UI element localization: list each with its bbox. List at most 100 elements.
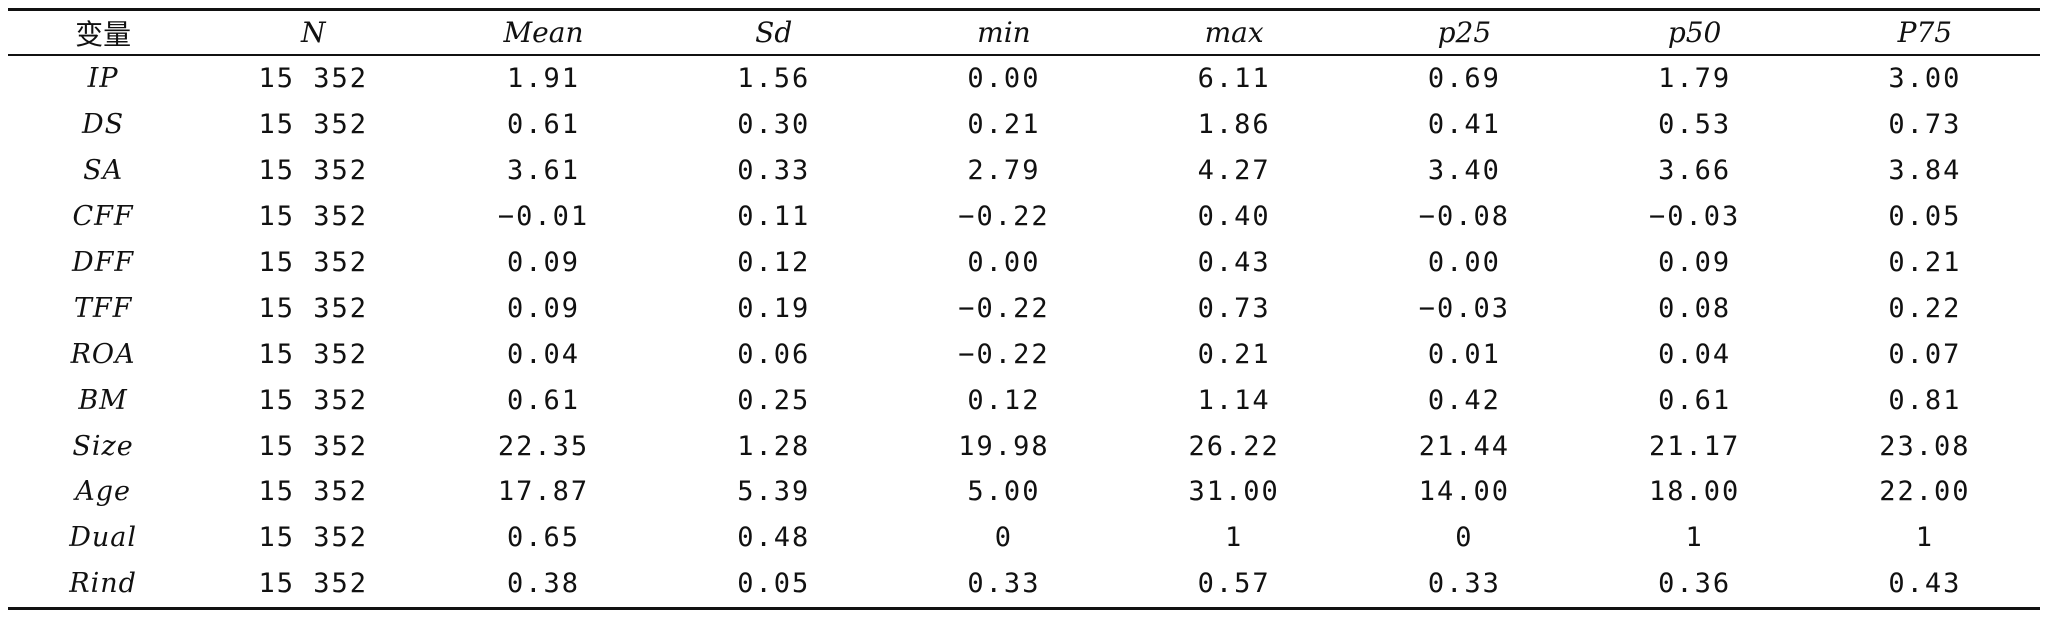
max-cell: 0.43 [1197, 247, 1271, 278]
header-p75: P75 [1897, 16, 1953, 49]
sd-cell: 0.06 [737, 338, 811, 370]
n-cell: 15 352 [258, 63, 369, 95]
p50-cell: 0.08 [1658, 292, 1732, 324]
table-row: TFF 15 352 0.09 0.19 −0.22 0.73 −0.03 0.08 0.22 [8, 285, 2040, 331]
p75-cell: 3.00 [1888, 63, 1962, 95]
table-row: DS 15 352 0.61 0.30 0.21 1.86 0.41 0.53 0.73 [8, 102, 2040, 148]
max-cell: 1 [1225, 522, 1244, 554]
max-cell: 1.14 [1197, 384, 1271, 416]
table-header: 变量 N Mean Sd min max p25 p50 P75 [8, 9, 2040, 55]
table-row: Size 15 352 22.35 1.28 19.98 26.22 21.44 21.17 2… [8, 423, 2040, 469]
header-p25: p25 [1437, 16, 1492, 49]
header-n: N [301, 16, 326, 49]
mean-cell: 0.65 [506, 522, 581, 554]
p75-cell: 0.05 [1888, 201, 1962, 233]
variable-cell: CFF [72, 201, 134, 233]
max-cell: 0.73 [1197, 292, 1271, 324]
p50-cell: 0.09 [1658, 247, 1732, 278]
p75-cell: 0.07 [1888, 338, 1962, 370]
p50-cell: 21.17 [1648, 430, 1741, 462]
p75-cell: 0.22 [1888, 292, 1962, 324]
mean-cell: 0.38 [506, 568, 581, 600]
descriptive-statistics-table-container: 变量 N Mean Sd min max p25 p50 P75 IP 15 35… [8, 8, 2040, 610]
n-cell: 15 352 [258, 338, 369, 370]
sd-cell: 0.19 [737, 292, 811, 324]
min-cell: 0.00 [967, 63, 1041, 95]
table-row: BM 15 352 0.61 0.25 0.12 1.14 0.42 0.61 0.81 [8, 377, 2040, 423]
p25-cell: 0.69 [1427, 63, 1501, 95]
p50-cell: −0.03 [1648, 201, 1741, 233]
header-max: max [1204, 16, 1264, 49]
n-cell: 15 352 [258, 201, 369, 233]
sd-cell: 5.39 [737, 476, 811, 508]
n-cell: 15 352 [258, 522, 369, 554]
p25-cell: 0.00 [1427, 247, 1501, 278]
n-cell: 15 352 [258, 109, 369, 141]
mean-cell: 0.09 [506, 247, 581, 278]
sd-cell: 0.25 [737, 384, 811, 416]
header-mean: Mean [503, 16, 584, 49]
n-cell: 15 352 [258, 292, 369, 324]
p50-cell: 0.53 [1658, 109, 1732, 141]
table-row: Age 15 352 17.87 5.39 5.00 31.00 14.00 18.00 22.… [8, 469, 2040, 515]
variable-cell: Size [72, 430, 134, 462]
p25-cell: −0.03 [1418, 292, 1511, 324]
max-cell: 0.40 [1197, 201, 1271, 233]
variable-cell: Age [75, 476, 131, 508]
variable-cell: BM [78, 384, 128, 416]
variable-cell: SA [83, 155, 124, 187]
mean-cell: 3.61 [506, 155, 581, 187]
sd-cell: 0.11 [737, 201, 811, 233]
min-cell: 0.21 [967, 109, 1041, 141]
n-cell: 15 352 [258, 247, 369, 278]
n-cell: 15 352 [258, 430, 369, 462]
mean-cell: −0.01 [497, 201, 590, 233]
sd-cell: 0.30 [737, 109, 811, 141]
sd-cell: 1.56 [737, 63, 811, 95]
min-cell: −0.22 [958, 292, 1050, 324]
mean-cell: 0.09 [506, 292, 581, 324]
min-cell: 19.98 [958, 430, 1050, 462]
sd-cell: 0.48 [737, 522, 811, 554]
table-body: IP 15 352 1.91 1.56 0.00 6.11 0.69 1.79 3.00 DS 15… [8, 55, 2040, 609]
min-cell: 0.12 [967, 384, 1041, 416]
min-cell: 0 [994, 522, 1014, 554]
p25-cell: 0.33 [1427, 568, 1501, 600]
p50-cell: 0.04 [1658, 338, 1732, 370]
mean-cell: 0.04 [506, 338, 581, 370]
header-variable: 变量 [75, 17, 132, 51]
variable-cell: ROA [70, 338, 136, 370]
variable-cell: Dual [69, 522, 137, 554]
p25-cell: 0.01 [1427, 338, 1501, 370]
mean-cell: 0.61 [506, 109, 581, 141]
header-p50: p50 [1667, 16, 1722, 49]
header-min: min [977, 16, 1031, 49]
descriptive-statistics-table: 变量 N Mean Sd min max p25 p50 P75 IP 15 35… [8, 8, 2040, 610]
table-row: ROA 15 352 0.04 0.06 −0.22 0.21 0.01 0.04 0.07 [8, 331, 2040, 377]
min-cell: 5.00 [967, 476, 1041, 508]
p25-cell: 14.00 [1418, 476, 1511, 508]
max-cell: 26.22 [1188, 430, 1280, 462]
variable-cell: TFF [73, 292, 133, 324]
header-row: 变量 N Mean Sd min max p25 p50 P75 [8, 9, 2040, 55]
p50-cell: 1 [1685, 522, 1704, 554]
min-cell: 0.00 [967, 247, 1041, 278]
n-cell: 15 352 [258, 384, 369, 416]
min-cell: −0.22 [958, 338, 1050, 370]
n-cell: 15 352 [258, 155, 369, 187]
header-sd: Sd [755, 16, 793, 49]
p25-cell: 21.44 [1418, 430, 1511, 462]
p50-cell: 3.66 [1658, 155, 1732, 187]
p75-cell: 0.21 [1888, 247, 1962, 278]
min-cell: 2.79 [967, 155, 1041, 187]
p75-cell: 22.00 [1879, 476, 1971, 508]
max-cell: 1.86 [1197, 109, 1271, 141]
p50-cell: 18.00 [1648, 476, 1741, 508]
p25-cell: 0 [1455, 522, 1474, 554]
sd-cell: 0.05 [737, 568, 811, 600]
min-cell: 0.33 [967, 568, 1041, 600]
p75-cell: 1 [1915, 522, 1934, 554]
min-cell: −0.22 [958, 201, 1050, 233]
variable-cell: Rind [69, 568, 137, 600]
max-cell: 6.11 [1197, 63, 1271, 95]
